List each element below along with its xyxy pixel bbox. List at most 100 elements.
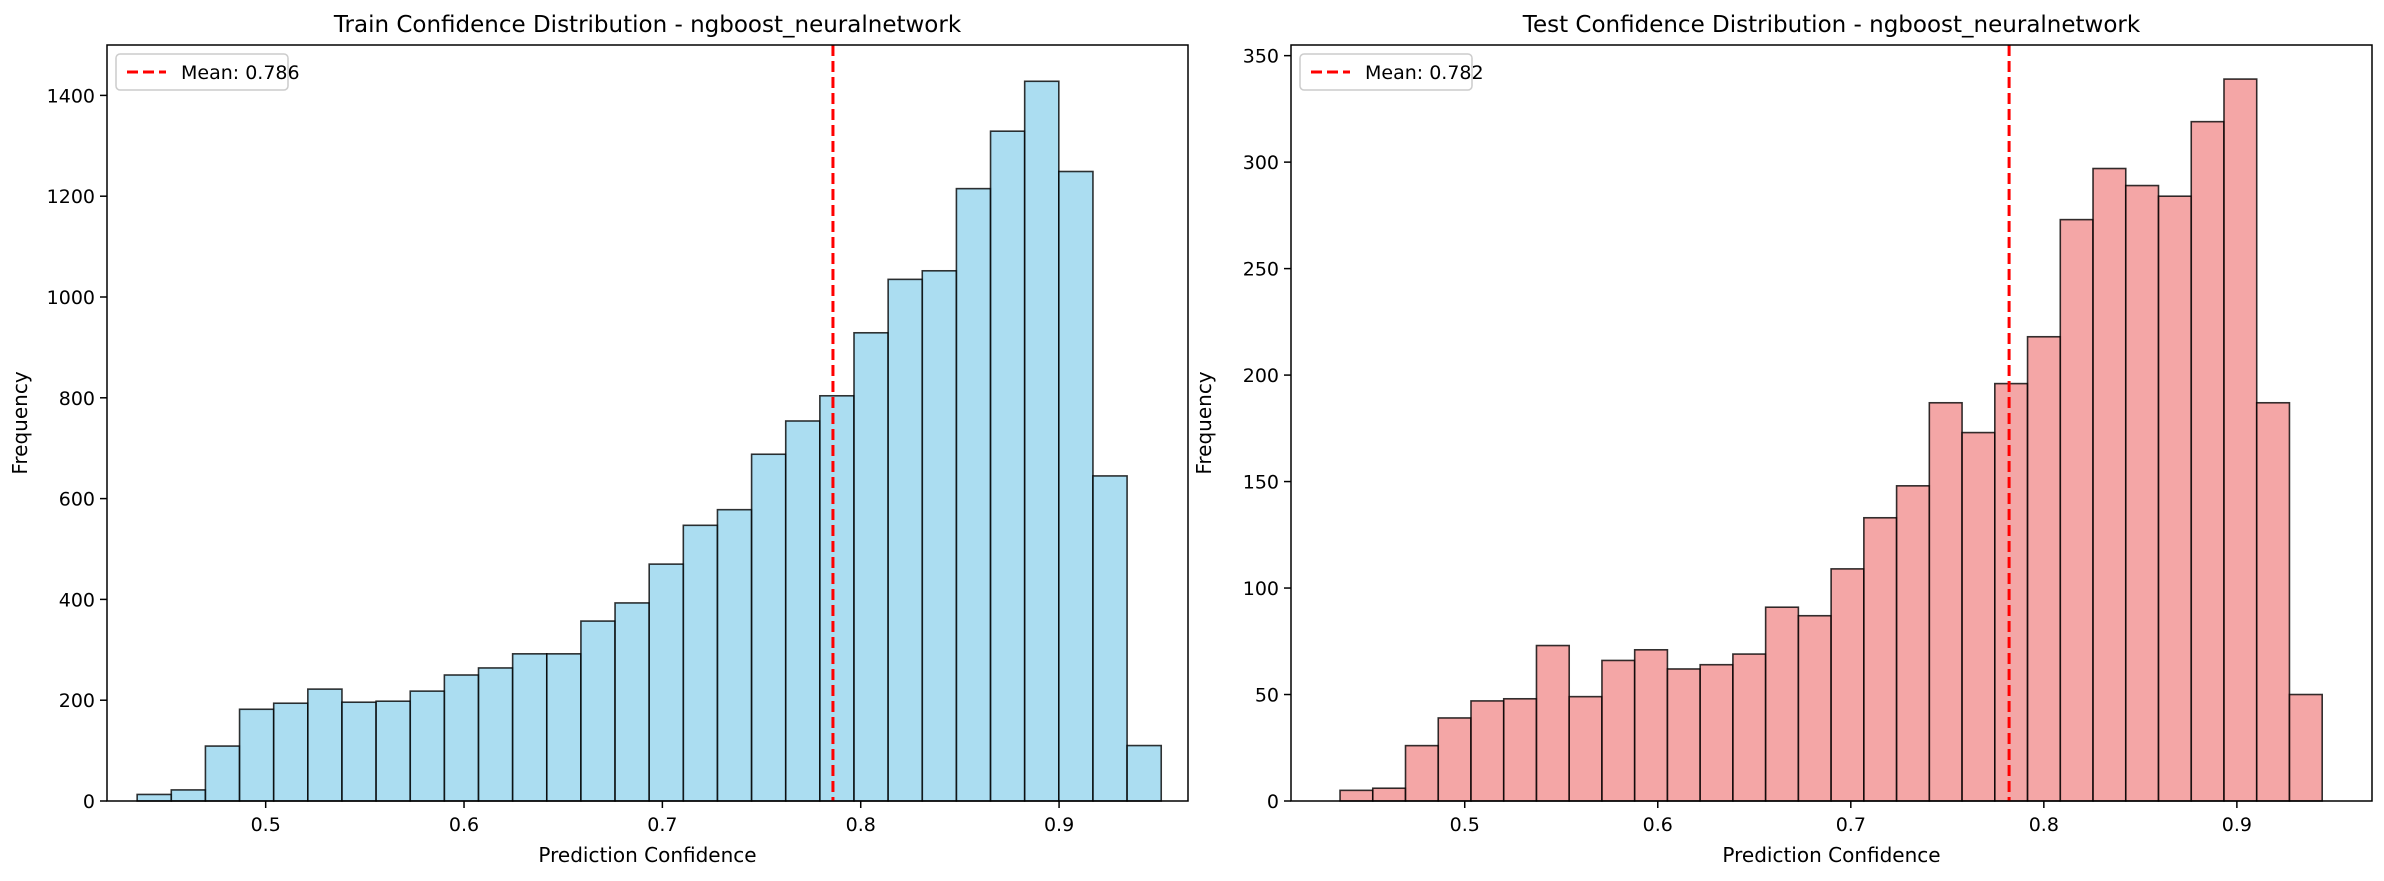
test-histogram-bar (1568, 695, 1603, 802)
test-histogram-bar (2157, 195, 2193, 802)
test-histogram-bar (1895, 485, 1931, 802)
train-y-tick-label: 200 (59, 690, 95, 712)
train-legend-box (115, 53, 289, 91)
test-histogram-bar (1666, 668, 1701, 802)
test-histogram-bar (2124, 184, 2160, 802)
train-histogram-bar (204, 745, 241, 802)
train-y-tick-label: 1200 (47, 186, 95, 208)
test-chart-panel: 0.5 0.6 0.7 0.8 0.9 0 50 100 150 200 250 300 350 Test… (1192, 12, 2373, 867)
train-histogram-bar (443, 674, 480, 802)
test-histogram-bar (1764, 606, 1800, 802)
test-histogram-bar (1502, 697, 1538, 802)
train-histogram-bar (545, 653, 582, 802)
test-histogram-bar (1437, 717, 1472, 802)
train-y-tick-label: 1000 (47, 287, 95, 309)
train-y-tick-label: 800 (59, 388, 95, 410)
test-legend: Mean: 0.782 (1299, 53, 1484, 91)
train-histogram-bar (1023, 80, 1060, 802)
train-histogram-bar (307, 688, 343, 802)
test-histogram-bar (2223, 78, 2258, 802)
train-x-tick-label: 0.7 (647, 814, 677, 836)
test-histogram-bar (1797, 614, 1832, 802)
test-histogram-bar (1928, 401, 1963, 802)
test-histogram-bar (1633, 648, 1669, 802)
train-x-tick-label: 0.5 (251, 814, 281, 836)
test-axes-frame (1290, 44, 2373, 802)
train-histogram-bar (136, 793, 173, 802)
test-chart-title: Test Confidence Distribution - ngboost_n… (1522, 12, 2141, 38)
train-histogram-bar (375, 700, 412, 802)
test-y-tick-label: 50 (1255, 685, 1279, 707)
train-x-tick-label: 0.9 (1044, 814, 1074, 836)
train-histogram-bar (238, 708, 275, 802)
train-histogram-bar (853, 331, 889, 802)
train-x-tick-label: 0.8 (846, 814, 876, 836)
test-y-tick-label: 100 (1243, 578, 1279, 600)
train-histogram-bar (750, 453, 787, 802)
train-y-tick-label: 400 (59, 589, 95, 611)
train-legend-label: Mean: 0.786 (181, 62, 300, 84)
train-histogram-bar (614, 602, 650, 802)
test-histogram-bar (1404, 744, 1440, 802)
test-y-tick-label: 200 (1243, 365, 1279, 387)
test-histogram-bar (1732, 653, 1767, 802)
test-histogram-bar (1863, 516, 1898, 802)
test-y-tick-label: 250 (1243, 259, 1279, 281)
train-histogram-bar (409, 690, 446, 802)
train-histogram-bar (989, 130, 1026, 802)
test-histogram-bar (2190, 120, 2225, 802)
test-legend-label: Mean: 0.782 (1365, 62, 1484, 84)
train-chart-title: Train Confidence Distribution - ngboost_… (333, 12, 962, 38)
train-histogram-bar (648, 563, 685, 802)
train-histogram-bar (1126, 744, 1163, 802)
test-histogram-bar (1961, 431, 1996, 802)
test-histogram-bar (1601, 659, 1636, 802)
train-histogram-bar (511, 653, 548, 802)
train-histogram-bar (921, 269, 958, 802)
test-histogram-bar (1470, 700, 1505, 802)
train-histogram-bar (819, 394, 855, 802)
test-histogram-bar (1830, 568, 1865, 802)
train-axes-frame (106, 44, 1189, 802)
test-histogram-bar (2092, 167, 2127, 802)
test-x-tick-label: 0.7 (1836, 814, 1866, 836)
test-histogram-bar (1535, 644, 1571, 802)
train-histogram-bar (1058, 170, 1094, 802)
train-y-tick-label: 600 (59, 489, 95, 511)
train-histogram-bar (272, 702, 309, 802)
train-histogram-bar (784, 420, 821, 802)
test-bars (1339, 78, 2323, 802)
train-histogram-bar (170, 789, 207, 802)
train-chart-panel: 0.5 0.6 0.7 0.8 0.9 0 200 400 600 800 1000 1200 1400… (8, 12, 1189, 867)
test-legend-box (1299, 53, 1473, 91)
test-x-tick-label: 0.6 (1643, 814, 1673, 836)
test-y-axis-label: Frequency (1192, 371, 1216, 474)
test-y-tick-label: 350 (1243, 46, 1279, 68)
train-histogram-bar (887, 278, 924, 802)
train-histogram-bar (716, 508, 753, 802)
test-histogram-bar (2255, 401, 2291, 802)
train-y-tick-label: 1400 (47, 85, 95, 107)
test-histogram-bar (2026, 335, 2062, 802)
test-x-tick-label: 0.5 (1450, 814, 1480, 836)
train-histogram-bar (580, 620, 616, 802)
test-x-tick-label: 0.9 (2222, 814, 2252, 836)
test-y-tick-label: 300 (1243, 152, 1279, 174)
test-histogram-bar (2288, 693, 2323, 802)
train-histogram-bar (341, 701, 377, 802)
train-histogram-bar (682, 524, 719, 802)
train-histogram-bar (477, 667, 514, 802)
test-histogram-bar (1371, 787, 1407, 802)
train-x-tick-label: 0.6 (449, 814, 479, 836)
train-y-axis-label: Frequency (8, 371, 32, 474)
test-x-axis-label: Prediction Confidence (1722, 843, 1940, 867)
test-histogram-bar (2059, 218, 2094, 802)
test-histogram-bar (1699, 663, 1734, 802)
test-x-tick-label: 0.8 (2029, 814, 2059, 836)
train-legend: Mean: 0.786 (115, 53, 300, 91)
test-y-tick-label: 150 (1243, 472, 1279, 494)
test-histogram-bar (1994, 382, 2029, 802)
train-histogram-bar (1092, 475, 1128, 802)
train-y-tick-label: 0 (83, 791, 95, 813)
